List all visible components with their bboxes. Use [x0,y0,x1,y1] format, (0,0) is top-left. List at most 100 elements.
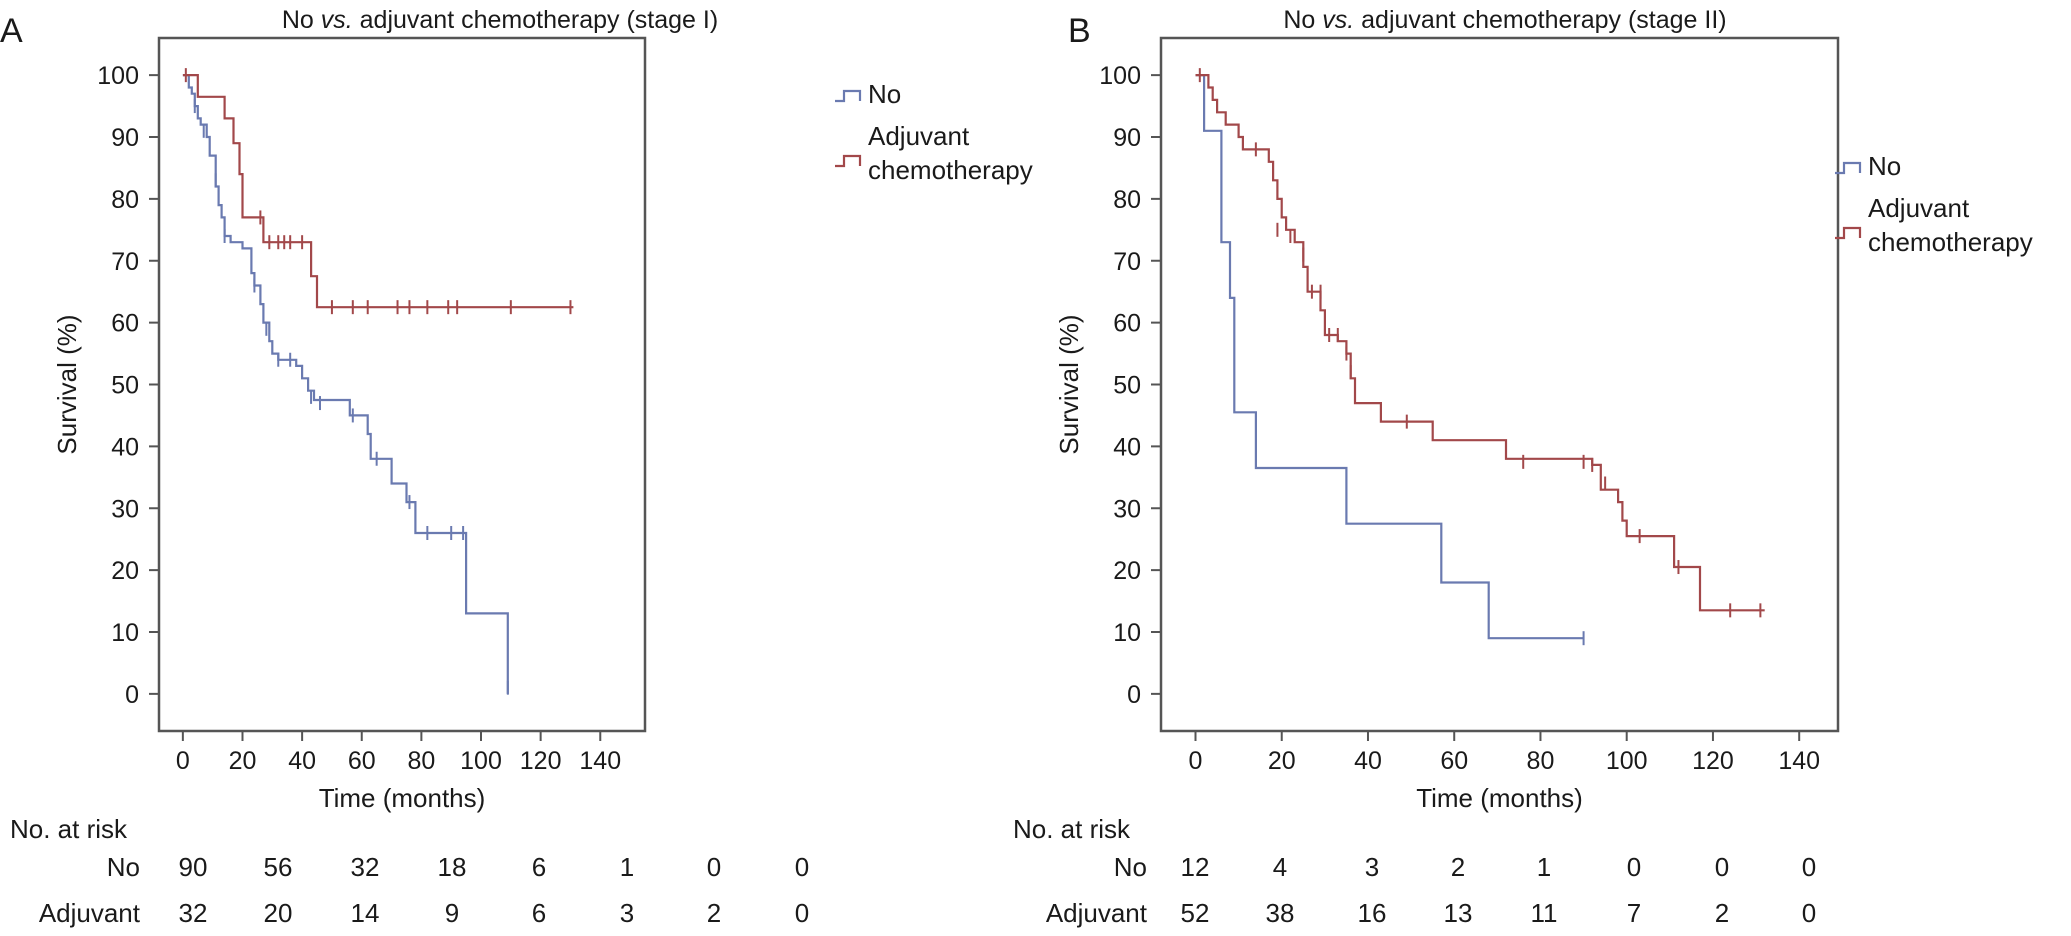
x-tick-label: 120 [1692,747,1734,775]
chart-title-suffix: adjuvant chemotherapy (stage I) [353,6,718,34]
legend-entry-adjuvant: Adjuvant chemotherapy [1835,193,2033,257]
km-curve-adjuvant [1195,74,1765,612]
risk-value: 1 [1537,852,1551,882]
y-tick-label: 0 [125,681,139,709]
y-tick-label: 90 [1113,124,1141,152]
panel-letter: B [1068,12,1091,50]
risk-value: 38 [1266,898,1295,928]
x-tick-label: 0 [176,747,190,775]
risk-value: 0 [795,852,809,882]
risk-row-label: Adjuvant [39,898,141,928]
risk-value: 16 [1358,898,1387,928]
risk-value: 7 [1627,898,1641,928]
risk-value: 6 [532,898,546,928]
risk-value: 3 [1365,852,1379,882]
risk-value: 0 [1627,852,1641,882]
y-tick-label: 70 [111,248,139,276]
risk-value: 9 [445,898,459,928]
panel-b: B No vs. adjuvant chemotherapy (stage II)… [1013,6,2033,928]
y-tick-label: 30 [1113,495,1141,523]
x-tick-label: 80 [407,747,435,775]
risk-value: 11 [1531,898,1558,928]
y-tick-label: 80 [111,186,139,214]
x-tick-label: 60 [1440,747,1468,775]
legend-swatch-no [835,89,862,103]
x-tick-label: 40 [288,747,316,775]
risk-row-label: No [107,852,140,882]
risk-value: 2 [1715,898,1729,928]
x-tick-label: 80 [1527,747,1555,775]
risk-value: 1 [620,852,634,882]
plot-frame [157,36,647,733]
x-tick-label: 40 [1354,747,1382,775]
risk-value: 13 [1444,898,1473,928]
y-axis-label: Survival (%) [1054,314,1084,454]
y-tick-label: 60 [111,310,139,338]
risk-value: 14 [351,898,380,928]
risk-row-label: No [1114,852,1147,882]
y-tick-label: 80 [1113,186,1141,214]
risk-value: 32 [351,852,380,882]
chart-title-italic: vs. [1322,6,1354,34]
panel-letter: A [0,12,23,50]
legend-label: No [1868,151,1901,181]
chart-title: No vs. adjuvant chemotherapy (stage I) [282,6,718,34]
y-tick-label: 40 [111,433,139,461]
risk-table-title: No. at risk [10,814,128,844]
legend-label: chemotherapy [1868,227,2033,257]
legend-entry-no: No [1835,151,1901,181]
risk-value: 0 [1802,898,1816,928]
panel-a: A No vs. adjuvant chemotherapy (stage I) 0… [0,6,1033,928]
x-tick-label: 0 [1189,747,1203,775]
y-tick-label: 30 [111,495,139,523]
risk-value: 3 [620,898,634,928]
risk-value: 56 [264,852,293,882]
y-axis-label: Survival (%) [52,314,82,454]
y-tick-label: 10 [111,619,139,647]
y-tick-label: 90 [111,124,139,152]
x-axis-label: Time (months) [319,783,486,813]
risk-value: 2 [1451,852,1465,882]
x-axis-label: Time (months) [1416,783,1583,813]
x-tick-label: 100 [460,747,502,775]
risk-value: 32 [179,898,208,928]
chart-title-prefix: No [1283,6,1322,34]
km-curve-adjuvant [182,74,574,309]
plot-frame [1159,36,1840,733]
legend-label: Adjuvant [868,121,970,151]
chart-title-suffix: adjuvant chemotherapy (stage II) [1354,6,1726,34]
legend-swatch-adjuvant [835,154,862,168]
risk-value: 6 [532,852,546,882]
y-tick-label: 100 [1099,62,1141,90]
risk-value: 0 [1715,852,1729,882]
risk-table-title: No. at risk [1013,814,1131,844]
y-tick-label: 50 [111,372,139,400]
y-tick-label: 40 [1113,433,1141,461]
legend-swatch-adjuvant [1835,226,1862,240]
legend-label: chemotherapy [868,155,1033,185]
x-tick-label: 20 [1268,747,1296,775]
risk-table: No. at risk No 12 4 3 2 1 0 0 0 Adjuvant 52 38 16 13 11… [1013,814,1816,928]
chart-title-prefix: No [282,6,321,34]
legend-entry-adjuvant: Adjuvant chemotherapy [835,121,1033,185]
x-tick-label: 140 [1778,747,1820,775]
x-tick-label: 60 [348,747,376,775]
legend-entry-no: No [835,79,901,109]
risk-value: 12 [1181,852,1210,882]
legend-swatch-no [1835,161,1862,175]
legend-label: No [868,79,901,109]
risk-value: 52 [1181,898,1210,928]
x-tick-label: 20 [229,747,257,775]
y-tick-label: 20 [111,557,139,585]
risk-row-label: Adjuvant [1046,898,1148,928]
risk-value: 20 [264,898,293,928]
x-tick-label: 140 [579,747,621,775]
y-tick-label: 70 [1113,248,1141,276]
chart-title: No vs. adjuvant chemotherapy (stage II) [1283,6,1726,34]
y-tick-label: 100 [97,62,139,90]
risk-value: 2 [707,898,721,928]
y-tick-label: 60 [1113,310,1141,338]
y-tick-label: 50 [1113,372,1141,400]
